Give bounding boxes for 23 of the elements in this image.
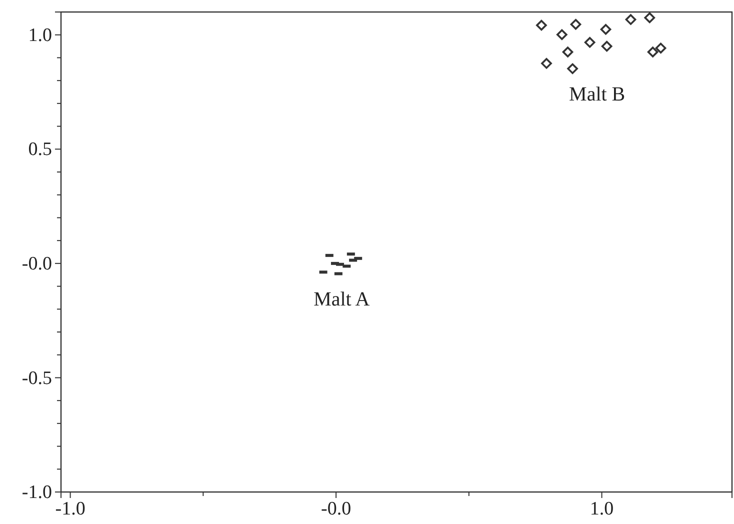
point (647, 46, 658, 58)
point (541, 58, 552, 69)
point (562, 46, 574, 58)
point (644, 12, 655, 24)
y-tick-label: -1.0 (22, 482, 52, 504)
y-tick-label: -0.0 (22, 254, 52, 275)
point (584, 37, 596, 48)
series-label: Malt A (314, 288, 370, 311)
y-tick-label: -0.5 (22, 368, 52, 389)
point (600, 24, 612, 35)
point (655, 42, 666, 54)
x-tick-label: 1.0 (590, 498, 614, 520)
y-tick-label: 1.0 (28, 24, 52, 46)
y-tick-label: 0.5 (28, 139, 52, 160)
x-tick-label: -1.0 (55, 498, 86, 520)
point (570, 19, 582, 30)
point (625, 14, 636, 25)
point (556, 29, 568, 40)
point (567, 63, 578, 74)
x-tick-label: -0.0 (321, 498, 352, 520)
point (536, 20, 547, 31)
point (601, 40, 612, 52)
series-label: Malt B (569, 84, 626, 106)
